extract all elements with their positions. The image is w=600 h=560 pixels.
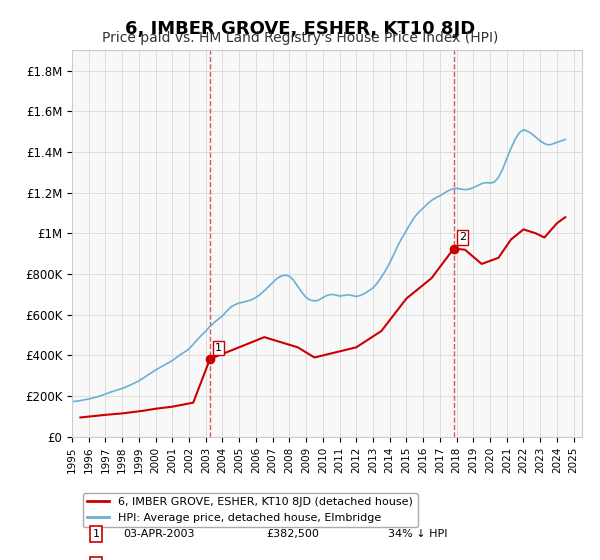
- Text: 1: 1: [215, 343, 222, 353]
- Text: 1: 1: [92, 529, 100, 539]
- Text: Price paid vs. HM Land Registry's House Price Index (HPI): Price paid vs. HM Land Registry's House …: [102, 31, 498, 45]
- Text: 2: 2: [459, 232, 466, 242]
- Legend: 6, IMBER GROVE, ESHER, KT10 8JD (detached house), HPI: Average price, detached h: 6, IMBER GROVE, ESHER, KT10 8JD (detache…: [83, 493, 418, 527]
- Text: £382,500: £382,500: [266, 529, 319, 539]
- Text: 34% ↓ HPI: 34% ↓ HPI: [388, 529, 448, 539]
- Text: 6, IMBER GROVE, ESHER, KT10 8JD: 6, IMBER GROVE, ESHER, KT10 8JD: [125, 20, 475, 38]
- Text: 03-APR-2003: 03-APR-2003: [123, 529, 194, 539]
